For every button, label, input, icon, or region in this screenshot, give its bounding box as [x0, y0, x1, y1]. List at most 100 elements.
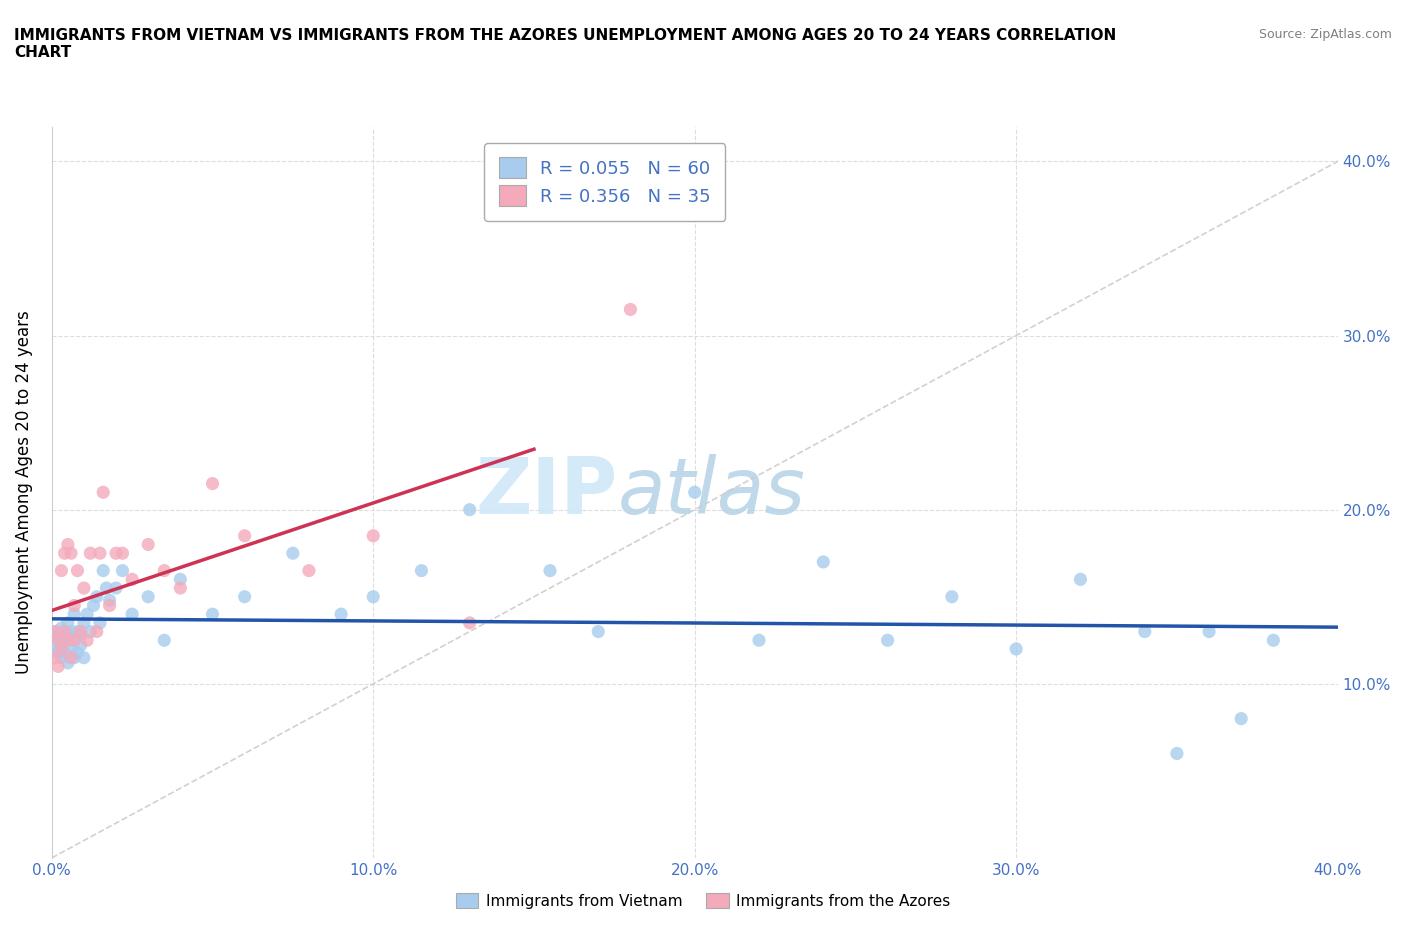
Point	[56, 632, 79, 647]
Text: ZIP: ZIP	[475, 454, 617, 530]
Point	[361, 528, 384, 543]
Point	[683, 485, 706, 499]
Point	[51, 638, 73, 653]
Point	[51, 620, 73, 635]
Point	[458, 616, 481, 631]
Point	[60, 642, 83, 657]
Point	[83, 598, 105, 613]
Point	[69, 628, 91, 643]
Point	[56, 628, 79, 643]
Point	[1166, 746, 1188, 761]
Point	[169, 572, 191, 587]
Text: IMMIGRANTS FROM VIETNAM VS IMMIGRANTS FROM THE AZORES UNEMPLOYMENT AMONG AGES 20: IMMIGRANTS FROM VIETNAM VS IMMIGRANTS FR…	[14, 28, 1116, 60]
Point	[44, 650, 66, 665]
Point	[53, 645, 76, 660]
Point	[46, 645, 69, 660]
Point	[876, 632, 898, 647]
Point	[748, 632, 770, 647]
Point	[201, 606, 224, 621]
Point	[66, 645, 89, 660]
Point	[86, 590, 108, 604]
Point	[1069, 572, 1091, 587]
Point	[169, 580, 191, 595]
Y-axis label: Unemployment Among Ages 20 to 24 years: Unemployment Among Ages 20 to 24 years	[15, 311, 32, 674]
Point	[233, 590, 256, 604]
Point	[411, 564, 433, 578]
Point	[63, 650, 86, 665]
Point	[233, 528, 256, 543]
Point	[330, 606, 353, 621]
Point	[361, 590, 384, 604]
Point	[121, 606, 143, 621]
Point	[44, 632, 66, 647]
Point	[46, 632, 69, 647]
Point	[91, 564, 114, 578]
Point	[121, 572, 143, 587]
Point	[56, 616, 79, 631]
Point	[76, 632, 98, 647]
Point	[105, 546, 128, 561]
Point	[586, 624, 609, 639]
Point	[79, 546, 101, 561]
Point	[73, 650, 96, 665]
Point	[111, 564, 134, 578]
Point	[73, 580, 96, 595]
Point	[60, 624, 83, 639]
Point	[86, 624, 108, 639]
Point	[201, 476, 224, 491]
Point	[73, 616, 96, 631]
Point	[63, 632, 86, 647]
Point	[1263, 632, 1285, 647]
Point	[51, 564, 73, 578]
Point	[46, 659, 69, 674]
Point	[56, 537, 79, 551]
Legend: Immigrants from Vietnam, Immigrants from the Azores: Immigrants from Vietnam, Immigrants from…	[450, 886, 956, 915]
Legend: R = 0.055   N = 60, R = 0.356   N = 35: R = 0.055 N = 60, R = 0.356 N = 35	[484, 143, 725, 220]
Point	[46, 628, 69, 643]
Point	[619, 302, 641, 317]
Point	[53, 632, 76, 647]
Point	[44, 624, 66, 639]
Point	[56, 656, 79, 671]
Point	[538, 564, 561, 578]
Point	[76, 606, 98, 621]
Point	[98, 598, 121, 613]
Point	[941, 590, 963, 604]
Point	[53, 546, 76, 561]
Point	[1133, 624, 1156, 639]
Point	[813, 554, 835, 569]
Point	[89, 546, 111, 561]
Point	[89, 616, 111, 631]
Point	[91, 485, 114, 499]
Point	[69, 638, 91, 653]
Point	[63, 632, 86, 647]
Point	[1198, 624, 1220, 639]
Point	[51, 642, 73, 657]
Point	[51, 650, 73, 665]
Point	[111, 546, 134, 561]
Point	[63, 598, 86, 613]
Point	[63, 606, 86, 621]
Point	[53, 624, 76, 639]
Point	[281, 546, 304, 561]
Point	[98, 592, 121, 607]
Point	[79, 624, 101, 639]
Point	[46, 642, 69, 657]
Point	[60, 650, 83, 665]
Point	[1005, 642, 1028, 657]
Point	[60, 546, 83, 561]
Point	[44, 624, 66, 639]
Point	[136, 590, 159, 604]
Point	[96, 580, 118, 595]
Point	[298, 564, 321, 578]
Point	[69, 624, 91, 639]
Text: Source: ZipAtlas.com: Source: ZipAtlas.com	[1258, 28, 1392, 41]
Point	[153, 632, 176, 647]
Text: atlas: atlas	[617, 454, 806, 530]
Point	[458, 502, 481, 517]
Point	[66, 624, 89, 639]
Point	[53, 624, 76, 639]
Point	[1230, 711, 1253, 726]
Point	[105, 580, 128, 595]
Point	[136, 537, 159, 551]
